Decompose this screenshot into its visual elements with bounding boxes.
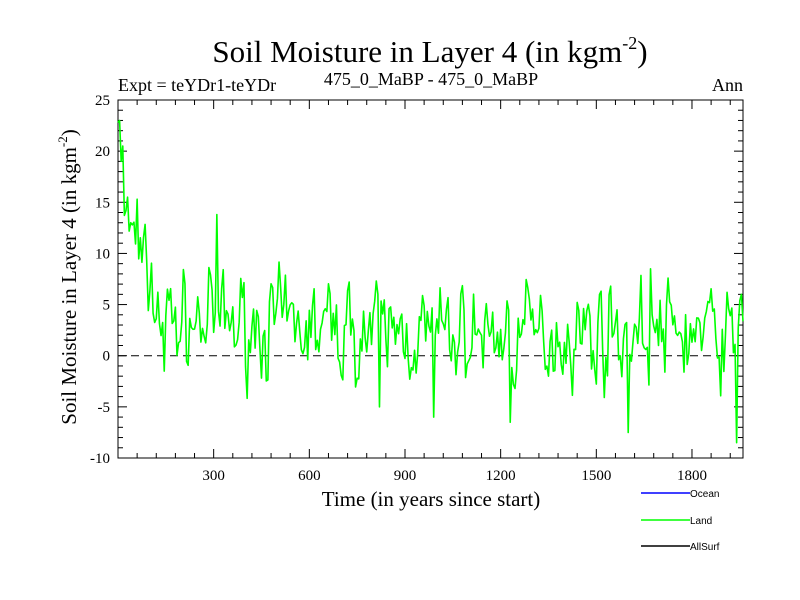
legend-label-ocean: Ocean [690, 489, 719, 500]
y-tick-label: 15 [95, 195, 110, 211]
y-tick-label: 25 [95, 93, 110, 109]
chart-title: Soil Moisture in Layer 4 (in kgm-2) [212, 33, 647, 69]
plot-frame [117, 99, 744, 459]
x-tick-label: 900 [394, 468, 417, 484]
y-axis-label-main: Soil Moisture in Layer 4 (in kgm [57, 147, 81, 425]
x-tick-label: 600 [298, 468, 321, 484]
x-tick-label: 1500 [581, 468, 611, 484]
y-tick-label: 20 [95, 144, 110, 160]
x-tick-label: 1200 [486, 468, 516, 484]
y-tick-label: -5 [98, 400, 111, 416]
legend-label-allsurf: AllSurf [690, 542, 720, 553]
y-axis-label-superscript: -2 [55, 136, 70, 147]
x-axis-label: Time (in years since start) [322, 487, 541, 511]
season-label: Ann [712, 75, 743, 95]
y-tick-label: 5 [103, 298, 111, 314]
y-axis-label-end: ) [57, 129, 81, 136]
y-tick-label: 10 [95, 246, 110, 262]
period-label: 475_0_MaBP - 475_0_MaBP [324, 69, 538, 89]
legend-label-land: Land [690, 516, 712, 527]
series-line-land [117, 119, 744, 444]
legend: Ocean Land AllSurf [641, 489, 720, 553]
y-tick-label: 0 [103, 349, 111, 365]
chart-title-end: ) [637, 34, 647, 69]
y-tick-label: -10 [90, 451, 110, 467]
chart-title-group: Soil Moisture in Layer 4 (in kgm-2) Expt… [118, 33, 743, 95]
experiment-label: Expt = teYDr1-teYDr [118, 75, 276, 95]
x-tick-label: 300 [202, 468, 225, 484]
x-tick-label: 1800 [677, 468, 707, 484]
y-axis-label: Soil Moisture in Layer 4 (in kgm-2) [55, 129, 81, 424]
plot-area: 300 600 900 1200 1500 1800 -10 -5 0 5 10 15 20 25 [90, 93, 744, 484]
chart-title-main: Soil Moisture in Layer 4 (in kgm [212, 34, 622, 69]
chart-title-superscript: -2 [622, 33, 637, 53]
